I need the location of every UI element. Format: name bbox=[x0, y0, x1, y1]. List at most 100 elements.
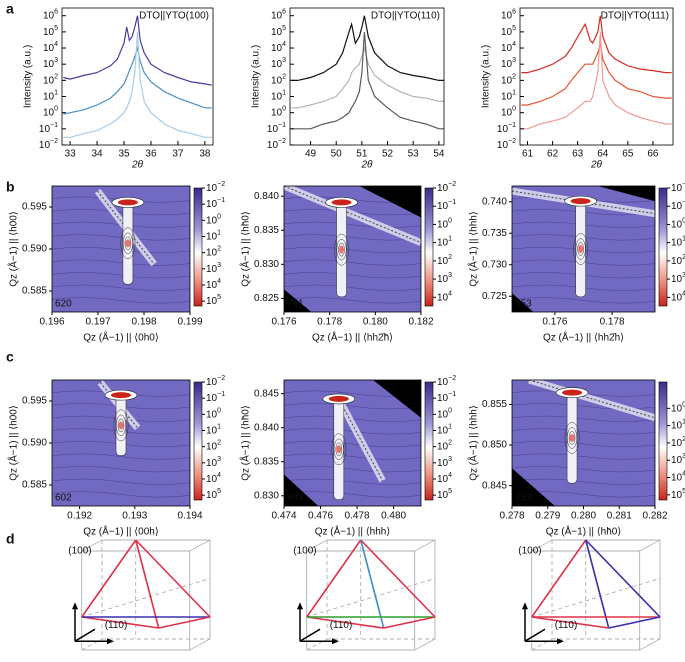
y-tick-label: 101 bbox=[43, 89, 58, 102]
y-axis-label: Qz (Å−1) || ⟨hh̄0⟩ bbox=[239, 211, 252, 287]
x-tick-label: 0.182 bbox=[408, 317, 433, 328]
x-tick-label: 64 bbox=[597, 149, 609, 160]
x-tick-label: 0.281 bbox=[607, 511, 632, 522]
plane-label: (100) bbox=[293, 546, 316, 557]
colorbar-tick-label: 102 bbox=[206, 245, 221, 258]
hidden-edge bbox=[306, 578, 436, 618]
x-axis-label: Qz (Å−1) || ⟨00h⟩ bbox=[83, 525, 159, 538]
colorbar-tick-label: 104 bbox=[671, 290, 685, 303]
contour-line bbox=[512, 478, 655, 485]
x-axis-label: 2θ bbox=[131, 160, 144, 171]
plane-edge bbox=[383, 616, 436, 629]
x-axis-label: Qz (Å−1) || ⟨0h0⟩ bbox=[83, 331, 159, 344]
y-axis-label: Intensity (a.u.) bbox=[23, 45, 34, 108]
data-line bbox=[63, 15, 212, 86]
film-peak-contour bbox=[568, 431, 576, 445]
plane-edge bbox=[306, 539, 362, 618]
y-tick-label: 0.830 bbox=[254, 490, 279, 501]
y-tick-label: 105 bbox=[43, 25, 58, 38]
film-peak-contour bbox=[120, 227, 136, 260]
contour-line bbox=[284, 403, 421, 410]
film-peak-contour bbox=[117, 418, 125, 433]
y-tick-label: 102 bbox=[43, 73, 58, 86]
y-tick-label: 0.585 bbox=[22, 286, 47, 297]
plane-edge bbox=[585, 539, 661, 618]
contour-line bbox=[284, 246, 421, 254]
plot-frame bbox=[519, 7, 674, 146]
contour-line bbox=[512, 428, 655, 435]
plane-edge bbox=[135, 539, 211, 618]
map-annotation: 602 bbox=[55, 493, 72, 504]
cube-diagram: (100) (110) bbox=[68, 539, 211, 651]
x-tick-label: 35 bbox=[118, 149, 130, 160]
colorbar-tick-label: 104 bbox=[206, 278, 221, 291]
x-tick-label: 53 bbox=[408, 149, 420, 160]
x-tick-label: 0.176 bbox=[271, 317, 296, 328]
plane-label: (110) bbox=[555, 620, 578, 631]
film-peak-contour bbox=[338, 242, 345, 257]
cube-edge bbox=[639, 638, 661, 651]
x-tick-label: 0.279 bbox=[535, 511, 560, 522]
x-tick-label: 0.197 bbox=[85, 317, 110, 328]
diffuse-streak-core bbox=[338, 398, 384, 482]
colorbar-tick-label: 10−1 bbox=[206, 197, 225, 210]
film-peak-contour bbox=[113, 409, 129, 442]
data-line bbox=[63, 45, 212, 115]
colorbar-tick-label: 105 bbox=[671, 488, 685, 501]
colorbar-tick-label: 105 bbox=[206, 488, 221, 501]
contour-line bbox=[512, 440, 655, 448]
plane-label: (110) bbox=[105, 620, 128, 631]
x-tick-label: 62 bbox=[547, 149, 559, 160]
map-annotation: 553 bbox=[515, 299, 532, 310]
y-tick-label: 100 bbox=[271, 106, 286, 119]
film-peak-contour bbox=[331, 433, 347, 466]
data-line bbox=[291, 45, 444, 109]
film-peak bbox=[118, 421, 124, 430]
contour-line bbox=[284, 440, 421, 448]
film-peak-contour bbox=[567, 427, 578, 449]
plane-edge bbox=[134, 539, 160, 629]
y-tick-label: 10−1 bbox=[497, 122, 516, 135]
plot-frame bbox=[283, 185, 422, 313]
colorbar-tick-label: 101 bbox=[671, 235, 685, 248]
panel-label: d bbox=[6, 531, 15, 547]
y-tick-label: 101 bbox=[271, 89, 286, 102]
no-data-region bbox=[284, 289, 312, 312]
plot-frame bbox=[511, 185, 656, 313]
diffuse-streak-core bbox=[529, 380, 655, 419]
plot-frame bbox=[289, 7, 445, 146]
y-tick-label: 10−2 bbox=[39, 138, 58, 151]
y-axis-label: Qz (Å−1) || ⟨hhh⟩ bbox=[467, 211, 480, 287]
substrate-peak bbox=[328, 395, 349, 402]
x-tick-label: 50 bbox=[331, 149, 343, 160]
diffuse-streak-core bbox=[284, 186, 421, 244]
x-tick-label: 63 bbox=[572, 149, 584, 160]
y-tick-label: 0.730 bbox=[482, 259, 507, 270]
contour-line bbox=[284, 284, 421, 291]
y-tick-label: 106 bbox=[271, 9, 286, 22]
cube-diagram: (100) (110) bbox=[518, 539, 661, 651]
contour-map bbox=[52, 380, 190, 506]
contour-line bbox=[512, 297, 655, 304]
colorbar-tick-label: 10−2 bbox=[671, 181, 685, 194]
plane-edge bbox=[531, 539, 587, 618]
contour-line bbox=[52, 259, 190, 266]
contour-line bbox=[52, 297, 190, 304]
contour-line bbox=[284, 478, 421, 485]
y-tick-label: 0.735 bbox=[482, 228, 507, 239]
colorbar-tick-label: 10−2 bbox=[206, 375, 225, 388]
substrate-peak bbox=[111, 392, 131, 399]
contour-line bbox=[52, 478, 190, 485]
y-tick-label: 0.825 bbox=[254, 293, 279, 304]
contour-map bbox=[284, 186, 421, 312]
x-tick-label: 0.193 bbox=[122, 511, 147, 522]
y-tick-label: 0.590 bbox=[22, 438, 47, 449]
plane-edge bbox=[81, 539, 137, 618]
map-background bbox=[284, 186, 421, 312]
plane-edge bbox=[608, 616, 661, 629]
data-line bbox=[63, 31, 212, 138]
no-data-region bbox=[512, 293, 534, 312]
x-tick-label: 0.196 bbox=[39, 317, 64, 328]
contour-line bbox=[284, 234, 421, 241]
y-tick-label: 104 bbox=[43, 41, 58, 54]
